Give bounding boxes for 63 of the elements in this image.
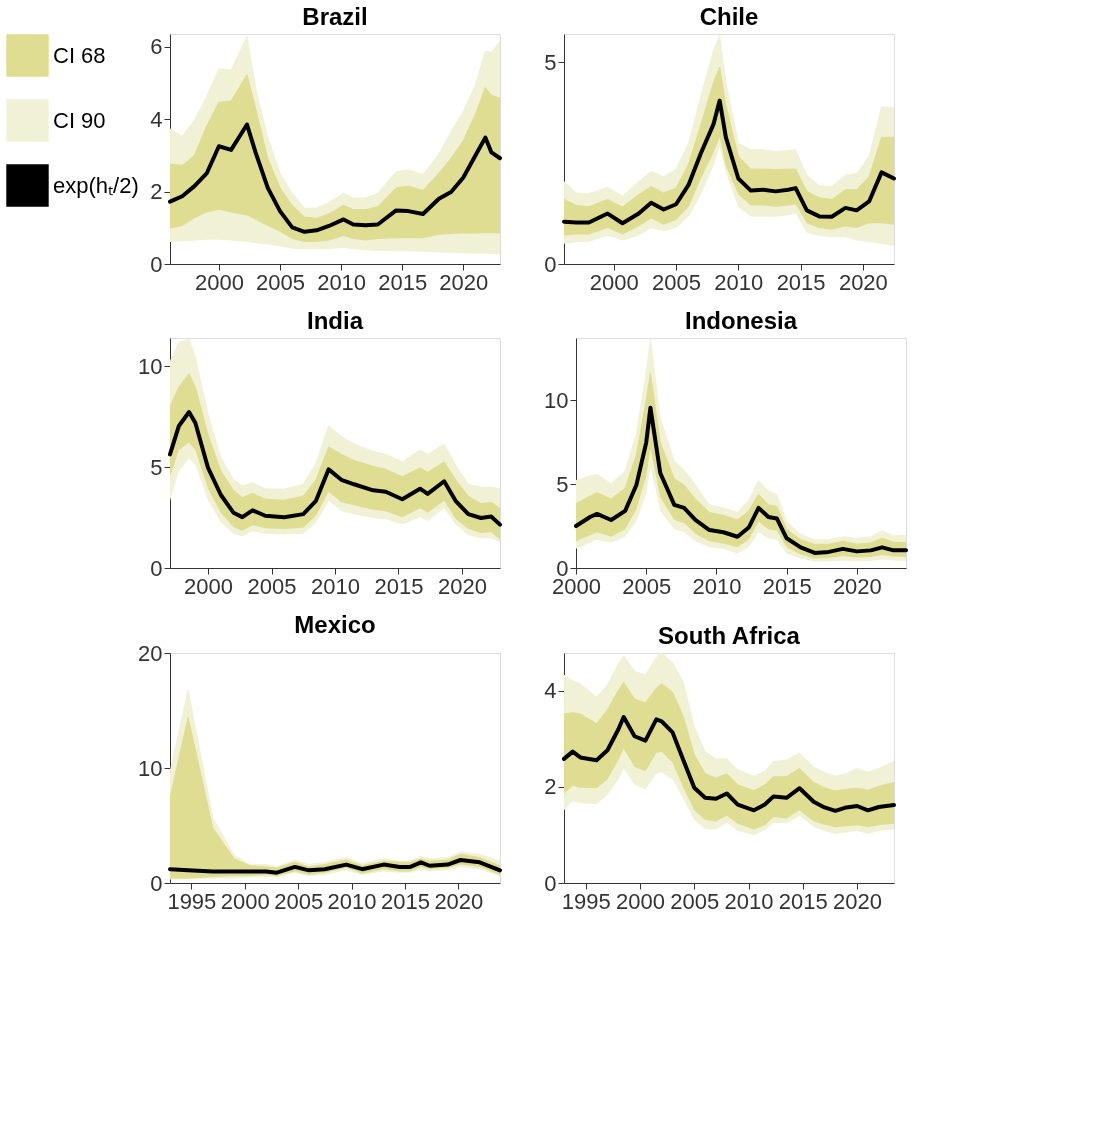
x-tick-label: 1995 xyxy=(561,888,611,914)
x-tick-label: 2000 xyxy=(589,269,639,295)
legend-label: exp(hₜ/2) xyxy=(53,172,139,198)
y-tick-label: 0 xyxy=(544,870,557,896)
x-tick-label: 2005 xyxy=(247,573,297,599)
x-tick-label: 1995 xyxy=(167,888,217,914)
y-tick-label: 4 xyxy=(544,678,557,704)
y-tick-label: 2 xyxy=(544,774,557,800)
y-tick-label: 10 xyxy=(138,353,163,379)
x-tick-label: 2010 xyxy=(311,573,360,599)
chart-title: Brazil xyxy=(302,3,368,30)
x-tick-label: 2000 xyxy=(194,269,244,295)
x-tick-label: 2000 xyxy=(616,888,665,914)
chart-title: Chile xyxy=(699,3,759,30)
x-tick-label: 2015 xyxy=(378,269,428,295)
line-series xyxy=(562,98,896,226)
x-tick-label: 2010 xyxy=(692,573,742,599)
line-series xyxy=(168,410,502,527)
x-tick-label: 2015 xyxy=(374,573,424,599)
x-tick-label: 2010 xyxy=(714,269,764,295)
x-tick-label: 2005 xyxy=(274,888,324,914)
x-tick-label: 2015 xyxy=(380,888,430,914)
x-tick-label: 2010 xyxy=(724,888,774,914)
chart-title: South Africa xyxy=(658,621,801,649)
x-tick-label: 2010 xyxy=(317,269,367,295)
y-tick-label: 0 xyxy=(150,870,163,896)
x-tick-label: 2000 xyxy=(220,888,270,914)
x-tick-label: 2005 xyxy=(622,573,672,599)
line-series xyxy=(574,405,908,555)
y-tick-label: 0 xyxy=(150,555,163,581)
y-tick-label: 6 xyxy=(150,34,163,60)
line-series xyxy=(168,122,502,234)
y-tick-label: 10 xyxy=(138,755,163,781)
y-tick-label: 5 xyxy=(556,471,569,497)
line-series xyxy=(168,858,502,875)
x-tick-label: 2020 xyxy=(833,888,883,914)
y-tick-label: 0 xyxy=(544,251,557,277)
line-series xyxy=(562,715,896,813)
x-tick-label: 2020 xyxy=(832,573,882,599)
y-tick-label: 20 xyxy=(138,640,163,666)
x-tick-label: 2020 xyxy=(434,888,484,914)
x-tick-label: 2005 xyxy=(256,269,305,295)
x-tick-label: 2015 xyxy=(778,888,828,914)
y-tick-label: 10 xyxy=(544,387,569,413)
x-tick-label: 2000 xyxy=(184,573,234,599)
x-tick-label: 2005 xyxy=(670,888,720,914)
y-tick-label: 5 xyxy=(150,454,163,480)
x-tick-label: 2005 xyxy=(652,269,702,295)
x-tick-label: 2020 xyxy=(838,269,888,295)
y-tick-label: 4 xyxy=(150,106,163,132)
y-tick-label: 0 xyxy=(150,251,163,277)
x-tick-label: 2020 xyxy=(439,269,489,295)
chart-title: Indonesia xyxy=(684,307,798,334)
legend-label: CI 68 xyxy=(53,42,106,68)
chart-title: Mexico xyxy=(294,611,376,638)
x-tick-label: 2020 xyxy=(437,573,487,599)
chart-title: India xyxy=(306,307,364,334)
y-tick-label: 5 xyxy=(544,49,557,75)
legend-label: CI 90 xyxy=(53,107,106,133)
x-tick-label: 2015 xyxy=(776,269,826,295)
x-tick-label: 2015 xyxy=(762,573,812,599)
x-tick-label: 2010 xyxy=(327,888,377,914)
y-tick-label: 2 xyxy=(150,179,163,205)
